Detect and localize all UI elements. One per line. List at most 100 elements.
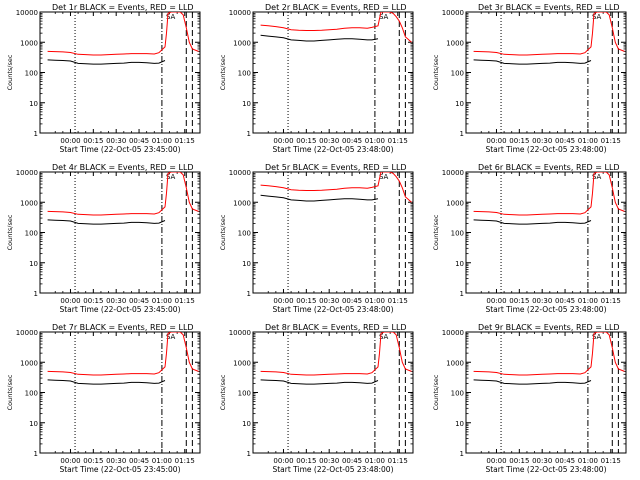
x-tick-label: 00:45 [129,457,149,465]
y-tick-label: 1 [247,130,251,138]
x-tick-label: 00:15 [296,457,316,465]
x-tick-label: 01:15 [388,297,408,305]
plot-frame [465,11,627,134]
flag-label: SA [379,13,389,21]
x-tick-label: 00:00 [273,457,293,465]
x-tick-label: 00:15 [296,137,316,145]
x-tick-label: 00:00 [273,137,293,145]
x-tick-label: 00:45 [342,137,362,145]
y-tick-label: 100 [238,390,251,398]
y-tick-label: 100 [451,70,464,78]
x-tick-label: 00:00 [486,297,506,305]
detector-panel: Det 8r BLACK = Events, RED = LLD Counts/s… [219,323,414,474]
detector-panel: Det 5r BLACK = Events, RED = LLD Counts/s… [219,163,414,314]
panel-title: Det 4r BLACK = Events, RED = LLD [52,163,194,172]
y-tick-label: 10 [29,100,38,108]
flag-label: SA [379,333,389,341]
y-tick-label: 1 [247,290,251,298]
y-tick-label: 1 [34,290,38,298]
x-tick-label: 00:00 [486,457,506,465]
y-tick-label: 1 [247,450,251,458]
y-tick-label: 10000 [442,9,464,17]
y-tick-label: 10000 [442,169,464,177]
y-tick-label: 100 [25,70,38,78]
x-tick-label: 00:15 [509,457,529,465]
panel-title: Det 8r BLACK = Events, RED = LLD [265,323,407,332]
panel-title: Det 9r BLACK = Events, RED = LLD [478,323,620,332]
x-tick-label: 01:00 [365,137,385,145]
x-axis-label: Start Time (22-Oct-05 23:48:00) [272,145,393,154]
y-tick-label: 10000 [229,9,251,17]
x-axis-label: Start Time (22-Oct-05 23:48:00) [272,305,393,314]
y-axis-label: Counts/sec [6,374,14,410]
x-tick-label: 00:15 [83,457,103,465]
y-tick-label: 100 [451,390,464,398]
plot-frame [39,171,201,294]
series-line-events [47,59,166,65]
series-line-lld [47,172,199,216]
x-tick-label: 00:45 [555,297,575,305]
series-line-events [47,379,166,385]
flag-label: SA [592,333,602,341]
x-tick-label: 00:45 [555,137,575,145]
y-tick-label: 10000 [229,329,251,337]
panel-title: Det 2r BLACK = Events, RED = LLD [265,3,407,12]
series-line-lld [260,172,412,203]
x-tick-label: 01:00 [578,297,598,305]
y-tick-label: 100 [238,230,251,238]
x-axis-label: Start Time (22-Oct-05 23:48:00) [485,145,606,154]
y-tick-label: 100 [238,70,251,78]
detector-panel: Det 2r BLACK = Events, RED = LLD Counts/s… [219,3,414,154]
y-tick-label: 10 [29,420,38,428]
detector-panel: Det 6r BLACK = Events, RED = LLD Counts/s… [432,163,627,314]
x-tick-label: 00:30 [532,137,552,145]
y-tick-label: 1000 [20,199,38,207]
x-tick-label: 00:00 [60,457,80,465]
y-tick-label: 10 [242,260,251,268]
y-tick-label: 1000 [446,359,464,367]
x-tick-label: 00:00 [60,297,80,305]
x-tick-label: 00:30 [319,457,339,465]
y-tick-label: 10000 [16,169,38,177]
x-tick-label: 00:45 [342,457,362,465]
plot-frame [39,11,201,134]
x-tick-label: 00:45 [129,137,149,145]
x-tick-label: 01:15 [175,457,195,465]
panel-title: Det 5r BLACK = Events, RED = LLD [265,163,407,172]
plot-frame [39,331,201,454]
x-tick-label: 00:45 [342,297,362,305]
y-tick-label: 1 [34,130,38,138]
x-tick-label: 00:00 [60,137,80,145]
x-tick-label: 00:30 [106,457,126,465]
x-tick-label: 00:00 [486,137,506,145]
plot-frame [252,11,414,134]
x-tick-label: 01:00 [578,137,598,145]
y-tick-label: 10 [242,100,251,108]
x-tick-label: 00:15 [509,137,529,145]
y-tick-label: 1000 [233,39,251,47]
plot-frame [252,331,414,454]
series-line-events [473,59,592,65]
panel-title: Det 7r BLACK = Events, RED = LLD [52,323,194,332]
y-tick-label: 1000 [233,359,251,367]
series-line-lld [473,12,625,56]
series-line-lld [47,332,199,376]
x-tick-label: 01:00 [152,457,172,465]
x-tick-label: 00:30 [106,297,126,305]
x-tick-label: 01:15 [388,457,408,465]
flag-label: SA [379,173,389,181]
flag-label: SA [166,173,176,181]
y-tick-label: 100 [25,390,38,398]
series-line-events [260,194,379,202]
y-axis-label: Counts/sec [219,54,227,90]
y-tick-label: 1 [34,450,38,458]
series-line-lld [260,12,412,43]
x-tick-label: 00:15 [83,137,103,145]
series-line-events [473,379,592,385]
x-axis-label: Start Time (22-Oct-05 23:45:00) [59,305,180,314]
x-tick-label: 00:45 [555,457,575,465]
x-tick-label: 01:15 [601,457,621,465]
y-tick-label: 1 [460,450,464,458]
series-line-lld [473,332,625,376]
x-tick-label: 01:15 [601,137,621,145]
